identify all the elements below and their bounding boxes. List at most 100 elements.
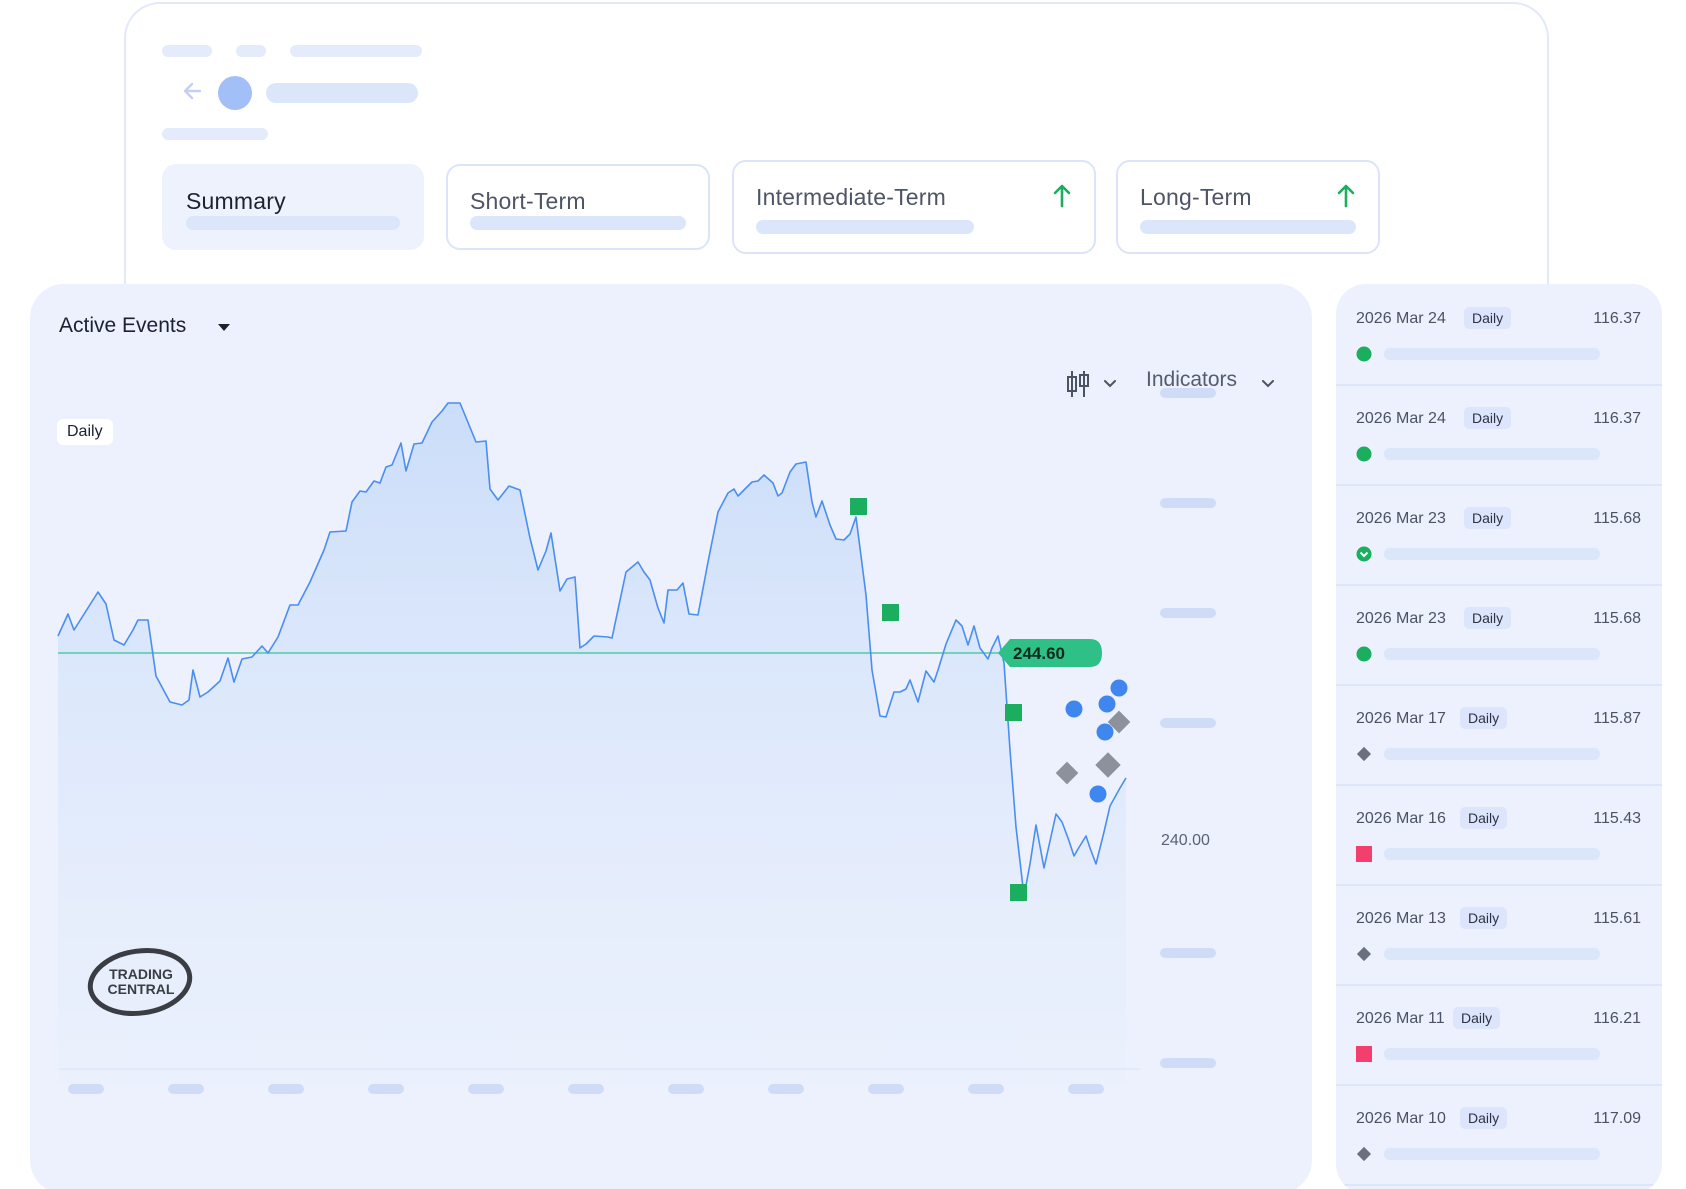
event-placeholder-bar bbox=[1384, 448, 1600, 460]
event-placeholder-bar bbox=[1384, 948, 1600, 960]
event-value: 116.37 bbox=[1593, 410, 1641, 427]
gray-diamond-icon bbox=[1356, 1146, 1372, 1162]
tab-placeholder-bar bbox=[470, 216, 686, 230]
event-date: 2026 Mar 16 bbox=[1356, 810, 1446, 827]
green-square-marker[interactable] bbox=[850, 498, 867, 515]
event-row[interactable]: 2026 Mar 17 Daily 115.87 bbox=[1336, 686, 1662, 786]
timeframe-badge: Daily bbox=[1460, 707, 1508, 729]
timeframe-badge: Daily bbox=[1464, 507, 1512, 529]
event-value: 117.09 bbox=[1593, 1110, 1641, 1127]
event-value: 115.68 bbox=[1593, 610, 1641, 627]
event-placeholder-bar bbox=[1384, 1148, 1600, 1160]
green-square-marker[interactable] bbox=[1005, 704, 1022, 721]
placeholder-breadcrumb-1 bbox=[162, 45, 212, 57]
indicators-dropdown[interactable]: Indicators bbox=[1146, 368, 1238, 391]
price-chart[interactable]: 244.60 240.00 bbox=[30, 284, 1312, 1189]
tab-placeholder-bar bbox=[1140, 220, 1356, 234]
green-circle-icon bbox=[1356, 446, 1372, 462]
event-value: 115.87 bbox=[1593, 710, 1641, 727]
event-row[interactable]: 2026 Mar 16 Daily 115.43 bbox=[1336, 786, 1662, 886]
event-placeholder-bar bbox=[1384, 548, 1600, 560]
tab-summary[interactable]: Summary bbox=[162, 164, 424, 250]
active-events-card: Active Events Indicators Daily bbox=[30, 284, 1312, 1189]
event-row[interactable]: 2026 Mar 13 Daily 115.61 bbox=[1336, 886, 1662, 986]
red-square-icon bbox=[1356, 1046, 1372, 1062]
event-row[interactable]: 2026 Mar 23 Daily 115.68 bbox=[1336, 586, 1662, 686]
event-placeholder-bar bbox=[1384, 1048, 1600, 1060]
event-value: 115.61 bbox=[1593, 910, 1641, 927]
blue-circle-marker[interactable] bbox=[1089, 785, 1107, 803]
green-circle-icon bbox=[1356, 646, 1372, 662]
gray-diamond-marker[interactable] bbox=[1107, 710, 1131, 734]
timeframe-badge: Daily bbox=[1453, 1007, 1501, 1029]
caret-down-icon[interactable] bbox=[218, 324, 230, 331]
blue-circle-marker[interactable] bbox=[1110, 679, 1128, 697]
event-date: 2026 Mar 23 bbox=[1356, 510, 1446, 527]
tab-label: Summary bbox=[186, 188, 286, 214]
event-value: 115.68 bbox=[1593, 510, 1641, 527]
last-price-label: 244.60 bbox=[1013, 644, 1065, 663]
axis-placeholder bbox=[1160, 388, 1216, 398]
timeframe-chip: Daily bbox=[57, 419, 113, 445]
price-area bbox=[58, 403, 1126, 1084]
card-title[interactable]: Active Events bbox=[59, 314, 187, 337]
axis-placeholder bbox=[1160, 608, 1216, 618]
event-row[interactable]: 2026 Mar 23 Daily 115.68 bbox=[1336, 486, 1662, 586]
event-value: 115.43 bbox=[1593, 810, 1641, 827]
gray-diamond-marker[interactable] bbox=[1055, 761, 1079, 785]
tab-long-term[interactable]: Long-Term bbox=[1116, 160, 1380, 254]
x-axis-placeholders bbox=[68, 1084, 1104, 1094]
back-arrow-icon[interactable] bbox=[180, 78, 208, 106]
last-price-tag: 244.60 bbox=[998, 639, 1102, 667]
timeframe-badge: Daily bbox=[1464, 407, 1512, 429]
red-square-icon bbox=[1356, 846, 1372, 862]
axis-label: 240.00 bbox=[1161, 832, 1210, 849]
tab-label: Intermediate-Term bbox=[756, 184, 947, 210]
axis-placeholder bbox=[1160, 948, 1216, 958]
event-date: 2026 Mar 24 bbox=[1356, 310, 1446, 327]
tab-label: Long-Term bbox=[1140, 184, 1252, 210]
event-row[interactable]: 2026 Mar 10 Daily 117.09 bbox=[1336, 1086, 1662, 1186]
blue-circle-marker[interactable] bbox=[1096, 723, 1114, 741]
green-square-marker[interactable] bbox=[1010, 884, 1027, 901]
tab-label: Short-Term bbox=[470, 188, 586, 214]
event-placeholder-bar bbox=[1384, 848, 1600, 860]
blue-circle-marker[interactable] bbox=[1098, 695, 1116, 713]
event-date: 2026 Mar 11 bbox=[1356, 1010, 1445, 1027]
green-down-chevron-icon bbox=[1356, 546, 1372, 562]
event-placeholder-bar bbox=[1384, 348, 1600, 360]
chevron-down-icon[interactable] bbox=[1261, 379, 1275, 389]
axis-placeholder bbox=[1160, 1058, 1216, 1068]
green-square-marker[interactable] bbox=[882, 604, 899, 621]
trading-central-logo: TRADING CENTRAL bbox=[87, 948, 193, 1016]
gray-diamond-marker[interactable] bbox=[1095, 752, 1121, 778]
event-date: 2026 Mar 23 bbox=[1356, 610, 1446, 627]
logo-line-2: CENTRAL bbox=[108, 981, 175, 997]
axis-placeholder bbox=[1160, 718, 1216, 728]
blue-circle-marker[interactable] bbox=[1065, 700, 1083, 718]
tab-short-term[interactable]: Short-Term bbox=[446, 164, 710, 250]
logo-line-1: TRADING bbox=[109, 966, 173, 982]
placeholder-breadcrumb-3 bbox=[290, 45, 422, 57]
timeframe-badge: Daily bbox=[1464, 307, 1512, 329]
event-value: 116.21 bbox=[1593, 1010, 1641, 1027]
gray-diamond-icon bbox=[1356, 946, 1372, 962]
event-date: 2026 Mar 24 bbox=[1356, 410, 1446, 427]
event-value: 116.37 bbox=[1593, 310, 1641, 327]
arrow-up-icon bbox=[1053, 184, 1071, 208]
event-row[interactable]: 2026 Mar 24 Daily 116.37 bbox=[1336, 386, 1662, 486]
event-row[interactable]: 2026 Mar 11 Daily 116.21 bbox=[1336, 986, 1662, 1086]
green-circle-icon bbox=[1356, 346, 1372, 362]
event-date: 2026 Mar 10 bbox=[1356, 1110, 1446, 1127]
avatar bbox=[218, 76, 252, 110]
candlestick-icon[interactable] bbox=[1065, 369, 1091, 399]
gray-diamond-icon bbox=[1356, 746, 1372, 762]
placeholder-page-title bbox=[266, 83, 418, 103]
chevron-down-icon[interactable] bbox=[1103, 379, 1117, 389]
tab-intermediate-term[interactable]: Intermediate-Term bbox=[732, 160, 1096, 254]
tab-placeholder-bar bbox=[186, 216, 400, 230]
event-placeholder-bar bbox=[1384, 748, 1600, 760]
tab-placeholder-bar bbox=[756, 220, 974, 234]
placeholder-subtitle bbox=[162, 128, 268, 140]
event-row[interactable]: 2026 Mar 24 Daily 116.37 bbox=[1336, 286, 1662, 386]
